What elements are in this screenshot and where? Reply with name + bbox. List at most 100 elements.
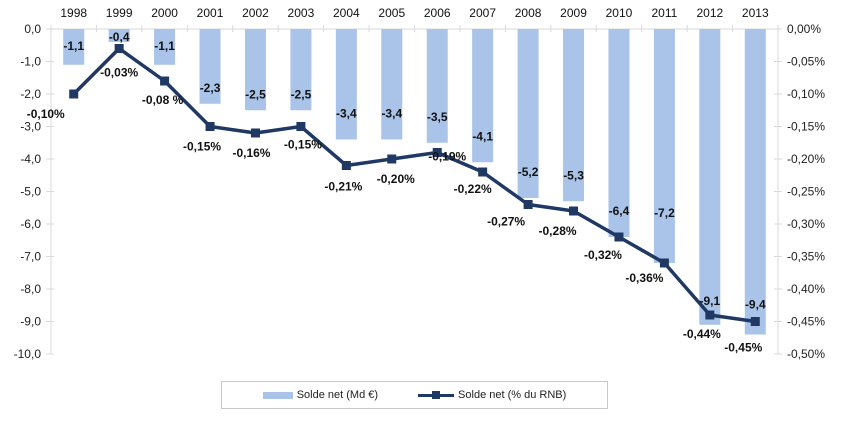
bar bbox=[199, 29, 221, 104]
line-data-label: -0,45% bbox=[724, 341, 762, 355]
line-data-label: -0,03% bbox=[100, 66, 138, 80]
line-marker bbox=[205, 122, 215, 131]
bar-data-label: -3,5 bbox=[427, 110, 448, 124]
bar-data-label: -1,1 bbox=[63, 39, 84, 53]
x-tick-label: 2006 bbox=[424, 6, 451, 20]
line-marker bbox=[387, 154, 397, 164]
legend-bar-swatch bbox=[262, 391, 293, 399]
line-marker bbox=[523, 200, 533, 209]
right-tick-label: 0,00% bbox=[787, 22, 821, 36]
bar-data-label: -0,4 bbox=[109, 30, 130, 44]
x-tick-label: 2005 bbox=[378, 6, 405, 20]
left-tick-label: -4,0 bbox=[20, 152, 41, 166]
line-marker bbox=[160, 76, 170, 86]
data-labels: -1,1 -0,4 -1,1 -2,3 -2,5 -2,5 -3,4 -3,4 -3,5 -4,1… bbox=[27, 30, 766, 355]
bar bbox=[381, 29, 403, 140]
legend-line-swatch bbox=[418, 390, 455, 400]
bar bbox=[108, 29, 130, 42]
x-tick-label: 2003 bbox=[288, 6, 315, 20]
x-tick-label: 2011 bbox=[652, 6, 678, 20]
line-marker bbox=[750, 317, 760, 326]
legend-item-bars[interactable]: Solde net (Md €) bbox=[262, 389, 379, 401]
right-tick-label: -0,15% bbox=[787, 120, 825, 134]
line-data-label: -0,22% bbox=[454, 182, 492, 196]
line-data-label: -0,36% bbox=[625, 271, 663, 285]
x-tick-label: 2013 bbox=[742, 6, 769, 20]
line-marker bbox=[250, 128, 260, 138]
line-series bbox=[69, 44, 760, 326]
bar bbox=[472, 29, 494, 163]
bar-data-label: -6,4 bbox=[609, 204, 630, 218]
left-tick-label: -9,0 bbox=[20, 315, 41, 329]
x-tick-label: 2008 bbox=[515, 6, 542, 20]
x-tick-label: 2002 bbox=[242, 6, 269, 20]
right-tick-label: -0,10% bbox=[787, 87, 825, 101]
bar-data-label: -2,5 bbox=[245, 87, 266, 101]
legend-bar-label: Solde net (Md €) bbox=[296, 389, 379, 401]
left-tick-label: -5,0 bbox=[20, 185, 41, 199]
left-tick-label: 0,0 bbox=[24, 22, 41, 36]
line-marker bbox=[341, 161, 351, 170]
line-data-label: -0,27% bbox=[487, 215, 525, 229]
x-tick-label: 2009 bbox=[560, 6, 587, 20]
bar bbox=[608, 29, 630, 237]
legend-item-line[interactable]: Solde net (% du RNB) bbox=[418, 389, 566, 401]
line-marker bbox=[432, 148, 442, 157]
right-tick-label: -0,05% bbox=[787, 55, 825, 69]
line-data-label: -0,28% bbox=[539, 224, 577, 238]
bar bbox=[563, 29, 585, 202]
left-tick-label: -6,0 bbox=[20, 217, 41, 231]
left-tick-label: -3,0 bbox=[20, 120, 41, 134]
right-tick-label: -0,50% bbox=[787, 347, 825, 361]
legend: Solde net (Md €) Solde net (% du RNB) bbox=[221, 381, 608, 409]
x-tick-label: 2012 bbox=[696, 6, 723, 20]
bar-data-label: -2,3 bbox=[200, 81, 221, 95]
line-marker bbox=[69, 89, 79, 99]
line-data-label: -0,10% bbox=[27, 107, 65, 121]
bar-data-label: -1,1 bbox=[154, 39, 175, 53]
bar bbox=[335, 29, 357, 140]
bar-data-label: -5,3 bbox=[563, 168, 584, 182]
right-tick-label: -0,30% bbox=[787, 217, 825, 231]
bar bbox=[63, 29, 85, 65]
bar-data-label: -3,4 bbox=[381, 107, 402, 121]
right-tick-label: -0,35% bbox=[787, 250, 825, 264]
line-marker bbox=[705, 310, 715, 320]
line-marker bbox=[296, 122, 306, 131]
left-tick-label: -7,0 bbox=[20, 250, 41, 264]
x-tick-label: 2001 bbox=[197, 6, 224, 20]
bar-data-label: -9,4 bbox=[745, 298, 766, 312]
left-tick-label: -1,0 bbox=[20, 55, 41, 69]
x-tick-label: 2007 bbox=[469, 6, 496, 20]
bars bbox=[63, 29, 766, 335]
line-data-label: -0,19% bbox=[428, 150, 466, 164]
line-data-label: -0,15% bbox=[284, 138, 322, 152]
line-marker bbox=[659, 258, 669, 268]
bar bbox=[290, 29, 312, 111]
x-tick-label: 2010 bbox=[606, 6, 633, 20]
right-tick-label: -0,40% bbox=[787, 282, 825, 296]
line-data-label: -0,20% bbox=[377, 172, 415, 186]
bar bbox=[426, 29, 448, 143]
axes: 0,0 -1,0 -2,0 -3,0 -4,0 -5,0 -6,0 -7,0 -8,0 -9,0 -… bbox=[14, 6, 826, 361]
bar-data-label: -5,2 bbox=[518, 165, 539, 179]
line-data-label: -0,16% bbox=[232, 146, 270, 160]
left-tick-label: -8,0 bbox=[20, 282, 41, 296]
line-marker bbox=[478, 167, 488, 177]
left-tick-label: -2,0 bbox=[20, 87, 41, 101]
line-marker bbox=[614, 232, 624, 242]
line-data-label: -0,08 % bbox=[142, 93, 184, 107]
legend-line-label: Solde net (% du RNB) bbox=[458, 389, 567, 401]
line-data-label: -0,21% bbox=[324, 180, 362, 194]
line-data-label: -0,32% bbox=[584, 248, 622, 262]
bar-data-label: -9,1 bbox=[700, 294, 721, 308]
x-tick-label: 2004 bbox=[333, 6, 360, 20]
bar bbox=[744, 29, 766, 335]
line-marker bbox=[114, 44, 124, 53]
left-tick-label: -10,0 bbox=[14, 347, 42, 361]
line-data-label: -0,15% bbox=[183, 140, 221, 154]
bar-data-label: -4,1 bbox=[472, 129, 493, 143]
line-data-label: -0,44% bbox=[683, 327, 721, 341]
x-tick-label: 1998 bbox=[60, 6, 87, 20]
